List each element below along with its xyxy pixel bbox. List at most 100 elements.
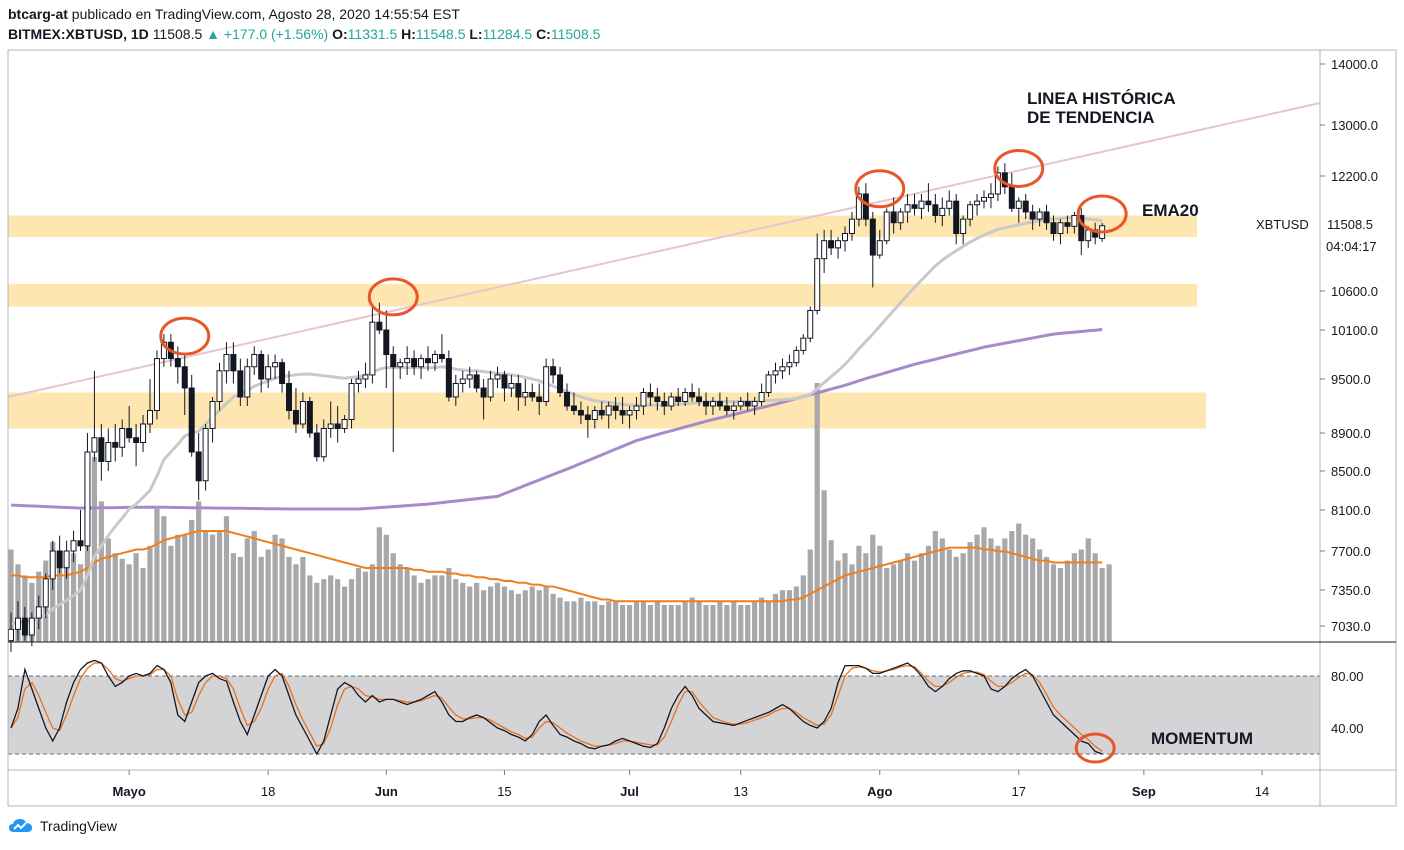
candle-body — [202, 428, 209, 482]
y-tick-label: 9500.0 — [1331, 372, 1371, 387]
candle-body — [105, 442, 112, 462]
candle-body — [668, 396, 675, 407]
candle-body — [1050, 222, 1057, 234]
candle-body — [1015, 200, 1022, 209]
candle-body — [522, 392, 529, 398]
volume-bar — [536, 590, 542, 642]
volume-bar — [272, 534, 278, 642]
y-tick-label: 12200.0 — [1331, 169, 1378, 184]
candle-body — [418, 358, 425, 368]
volume-bar — [613, 601, 619, 642]
candle-body — [793, 349, 800, 364]
candle-body — [814, 258, 821, 311]
price-change: +177.0 (+1.56%) — [223, 26, 329, 42]
y-tick-label: 13000.0 — [1331, 118, 1378, 133]
volume-bar — [328, 575, 334, 642]
volume-bar — [578, 597, 584, 642]
volume-bar — [376, 527, 382, 642]
volume-bar — [745, 605, 751, 642]
volume-bar — [335, 579, 341, 642]
volume-bar — [154, 508, 160, 642]
candle-body — [174, 358, 181, 368]
candle-body — [348, 383, 355, 420]
candle-body — [431, 354, 438, 364]
y-tick-label: 7700.0 — [1331, 544, 1371, 559]
candle-body — [584, 414, 591, 420]
candle-body — [974, 200, 981, 206]
volume-bar — [112, 553, 118, 642]
volume-bar — [870, 534, 876, 642]
volume-bar — [772, 593, 779, 642]
volume-bar — [481, 590, 487, 642]
volume-bar — [689, 597, 695, 642]
volume-bar — [995, 545, 1001, 642]
candle-body — [842, 233, 848, 242]
volume-bar — [863, 553, 869, 642]
candle-body — [633, 405, 640, 411]
volume-bar — [161, 516, 167, 642]
candle-body — [647, 392, 654, 398]
volume-bar — [1106, 564, 1112, 642]
volume-bar — [411, 575, 417, 642]
candle-body — [1008, 186, 1015, 209]
candle-body — [411, 358, 418, 368]
volume-bar — [342, 586, 348, 642]
candle-body — [626, 410, 633, 416]
candle-body — [682, 392, 689, 402]
volume-bar — [884, 568, 890, 642]
volume-bar — [418, 582, 424, 642]
historic-trendline — [7, 102, 1321, 398]
last-price-value: 11508.5 — [1327, 217, 1373, 232]
highlight-circle — [367, 277, 419, 317]
volume-bar — [133, 553, 139, 642]
candle-body — [473, 374, 480, 389]
candle-body — [223, 354, 230, 372]
highlight-circle — [1076, 194, 1128, 234]
volume-bar — [640, 601, 647, 642]
volume-bar — [425, 579, 431, 642]
volume-bar — [279, 538, 285, 642]
candle-body — [911, 204, 918, 209]
highlight-circle — [159, 316, 211, 356]
volume-bar — [84, 482, 91, 642]
y-tick-label: 8500.0 — [1331, 464, 1371, 479]
candle-body — [661, 401, 668, 407]
candle-body — [1064, 222, 1071, 227]
x-tick-label: 17 — [1012, 784, 1026, 799]
candle-body — [564, 392, 570, 407]
author-name[interactable]: btcarg-at — [8, 6, 68, 22]
volume-bar — [522, 590, 528, 642]
volume-bar — [348, 579, 355, 642]
volume-bar — [355, 568, 362, 642]
tradingview-logo[interactable]: TradingView — [8, 818, 117, 834]
candle-body — [147, 410, 153, 425]
volume-bar — [467, 586, 473, 642]
volume-bar — [682, 601, 688, 642]
volume-bar — [842, 553, 848, 642]
candle-body — [265, 366, 272, 380]
support-zone — [8, 283, 1197, 307]
volume-bar — [1071, 553, 1077, 642]
volume-bar — [362, 571, 369, 642]
momentum-oscillator — [8, 659, 1320, 756]
candle-body — [703, 401, 709, 407]
annotations: LINEA HISTÓRICA DE TENDENCIA EMA20 MOMEN… — [159, 89, 1253, 764]
momentum-highlight-circle — [1074, 732, 1116, 764]
volume-bar — [592, 601, 598, 642]
candle-body — [981, 197, 987, 202]
volume-bar — [230, 553, 236, 642]
candle-body — [744, 401, 751, 407]
volume-bar — [189, 519, 195, 642]
volume-bar — [717, 601, 723, 642]
high-value: 11548.5 — [415, 26, 466, 42]
x-tick-label: Sep — [1132, 784, 1156, 799]
volume-bar — [550, 593, 556, 642]
candle-body — [438, 354, 445, 360]
volume-bar — [286, 556, 292, 642]
candle-body — [598, 410, 605, 416]
ema100-line — [10, 328, 1103, 511]
volume-bar — [981, 527, 987, 642]
candle-body — [918, 200, 925, 209]
y-tick-label: 10600.0 — [1331, 284, 1378, 299]
